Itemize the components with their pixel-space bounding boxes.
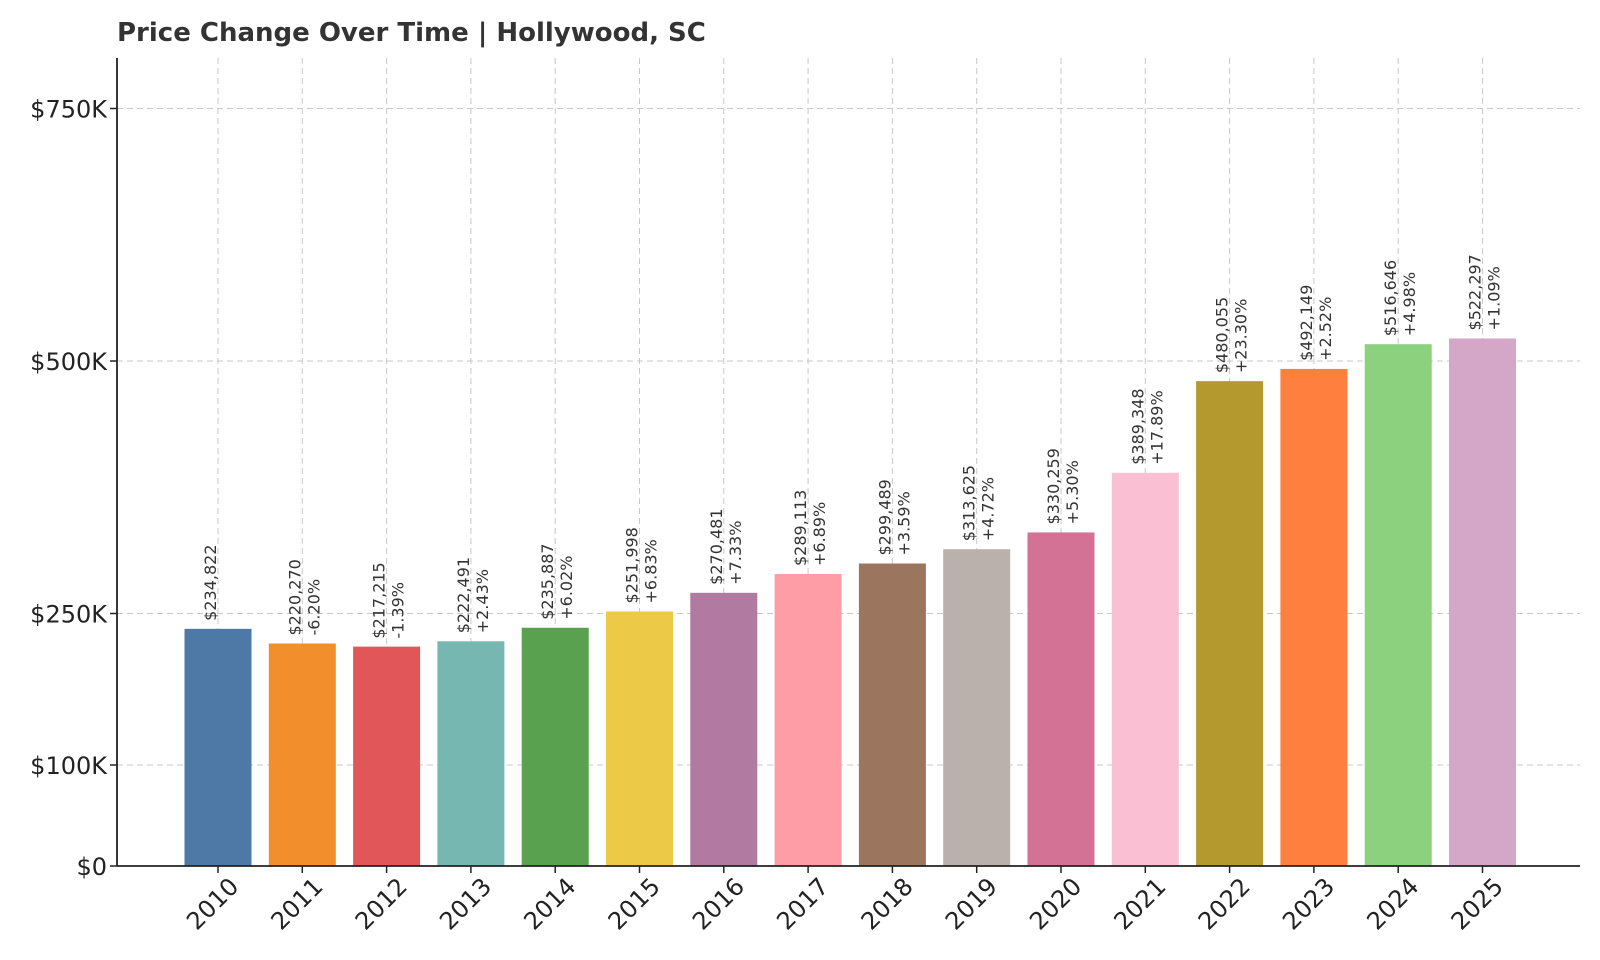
bar-2022 [1196,381,1264,866]
bar-2021 [1111,472,1179,866]
change-label-2012: -1.39% [389,582,408,639]
x-tick-label-2011: 2011 [266,872,329,935]
y-tick-label: $250K [30,601,108,629]
bar-2015 [606,611,673,866]
value-label-2010: $234,822 [201,544,220,620]
value-label-2022: $480,055 [1213,297,1232,373]
change-label-2018: +3.59% [894,491,913,555]
x-tick-label-2025: 2025 [1446,872,1509,935]
change-label-2022: +23.30% [1232,299,1251,373]
x-tick-label-2019: 2019 [940,872,1003,935]
bar-2025 [1449,338,1516,866]
change-label-2014: +6.02% [557,556,576,620]
x-tick-label-2020: 2020 [1024,872,1087,935]
x-tick-label-2023: 2023 [1277,872,1340,935]
bar-2016 [690,592,758,866]
value-label-2012: $217,215 [370,562,389,638]
x-tick-label-2016: 2016 [687,872,750,935]
change-label-2023: +2.52% [1316,297,1335,361]
value-label-2024: $516,646 [1381,260,1400,336]
bar-2018 [858,563,926,866]
change-label-2019: +4.72% [979,477,998,541]
bar-2010 [184,628,252,866]
bar-2024 [1364,344,1432,867]
change-label-2020: +5.30% [1063,460,1082,524]
bar-2013 [437,641,505,866]
value-label-2023: $492,149 [1297,285,1316,361]
change-label-2013: +2.43% [473,569,492,633]
change-label-2011: -6.20% [304,579,323,636]
y-tick-label: $100K [30,752,108,780]
value-label-2019: $313,625 [960,465,979,541]
y-tick-label: $750K [30,96,108,124]
change-label-2015: +6.83% [642,539,661,603]
x-tick-label-2021: 2021 [1109,872,1172,935]
x-tick-label-2010: 2010 [181,872,244,935]
change-label-2021: +17.89% [1147,390,1166,464]
change-label-2025: +1.09% [1485,266,1504,330]
x-tick-label-2017: 2017 [771,872,834,935]
bar-2023 [1280,368,1348,866]
chart-title: Price Change Over Time | Hollywood, SC [117,18,706,48]
value-label-2021: $389,348 [1128,388,1147,464]
value-label-2020: $330,259 [1044,448,1063,524]
x-tick-label-2013: 2013 [434,872,497,935]
x-tick-label-2022: 2022 [1193,872,1256,935]
bar-2014 [521,627,589,866]
bar-2017 [774,573,842,866]
change-label-2017: +6.89% [810,502,829,566]
bar-2020 [1027,532,1095,866]
x-tick-label-2024: 2024 [1361,872,1424,935]
y-tick-label: $500K [30,348,108,376]
value-label-2013: $222,491 [454,557,473,633]
change-label-2024: +4.98% [1400,272,1419,336]
x-tick-label-2018: 2018 [856,872,919,935]
bar-2012 [353,646,421,866]
x-tick-label-2014: 2014 [518,872,581,935]
bar-2011 [268,643,336,866]
value-label-2015: $251,998 [623,527,642,603]
x-tick-label-2015: 2015 [603,872,666,935]
x-tick-label-2012: 2012 [350,872,413,935]
bar-2019 [943,549,1011,866]
change-label-2016: +7.33% [726,521,745,585]
value-label-2018: $299,489 [875,479,894,555]
value-label-2016: $270,481 [707,508,726,584]
value-label-2025: $522,297 [1466,254,1485,330]
y-tick-label: $0 [76,853,107,881]
value-label-2017: $289,113 [791,490,810,566]
value-label-2011: $220,270 [285,559,304,635]
value-label-2014: $235,887 [538,543,557,619]
